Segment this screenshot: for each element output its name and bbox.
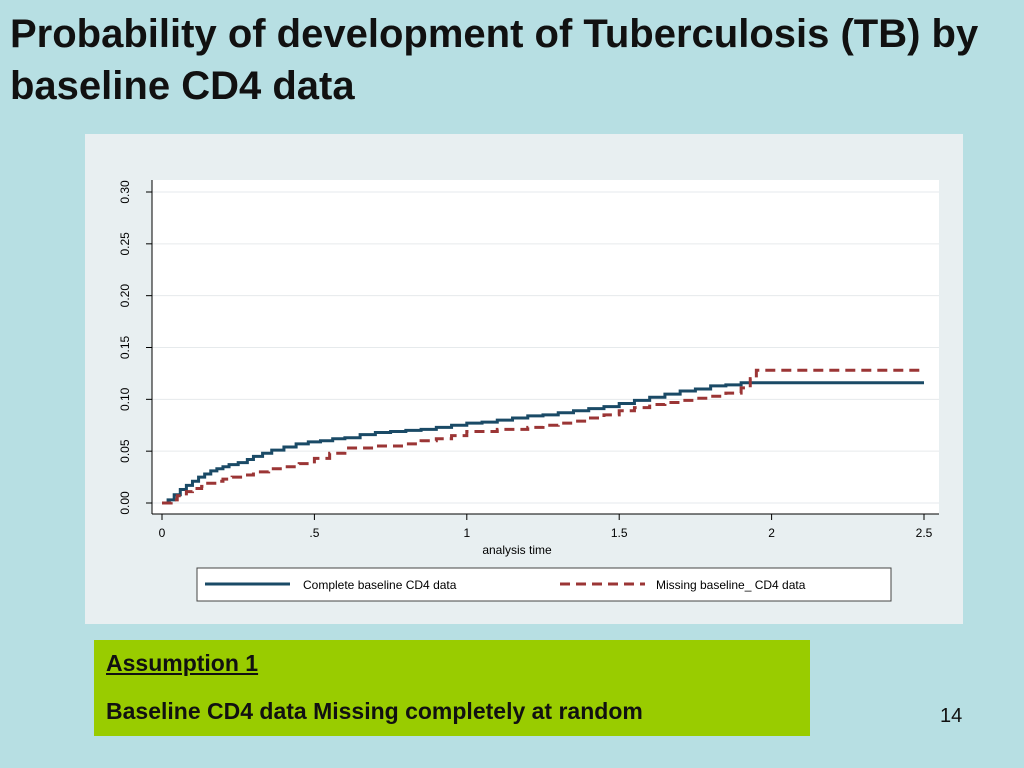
x-axis-label: analysis time [482,543,552,557]
y-tick-label: 0.30 [118,180,132,204]
y-tick-label: 0.10 [118,387,132,411]
y-tick-label: 0.00 [118,491,132,515]
series-line-missing [162,368,924,505]
x-tick-label: 2.5 [916,526,933,540]
x-tick-label: 0 [159,526,166,540]
assumption-heading: Assumption 1 [106,650,259,676]
legend: Complete baseline CD4 data Missing basel… [196,567,892,602]
legend-label-missing: Missing baseline_ CD4 data [656,578,806,592]
y-tick-label: 0.15 [118,335,132,359]
x-tick-label: 2 [768,526,775,540]
slide-title: Probability of development of Tuberculos… [10,12,979,108]
page-number: 14 [940,705,963,727]
x-tick-label: .5 [309,526,319,540]
series-line-complete [162,381,924,505]
y-tick-label: 0.20 [118,284,132,308]
x-tick-label: 1 [463,526,470,540]
legend-box [196,567,892,602]
km-chart: 0.00 0.05 0.10 0.15 0.20 0.25 0.30 0 .5 1 1.5 2 2.5… [118,180,939,602]
assumption-text: Baseline CD4 data Missing completely at … [106,698,643,724]
legend-label-complete: Complete baseline CD4 data [303,578,457,592]
x-axis: 0 .5 1 1.5 2 2.5 [152,513,939,540]
assumption-callout: Assumption 1 Baseline CD4 data Missing c… [94,640,810,736]
chart-panel: 0.00 0.05 0.10 0.15 0.20 0.25 0.30 0 .5 1 1.5 2 2.5… [85,134,963,624]
x-tick-label: 1.5 [611,526,628,540]
y-tick-label: 0.25 [118,232,132,256]
series-lines [162,368,924,505]
y-axis: 0.00 0.05 0.10 0.15 0.20 0.25 0.30 [118,180,153,515]
y-tick-label: 0.05 [118,439,132,463]
